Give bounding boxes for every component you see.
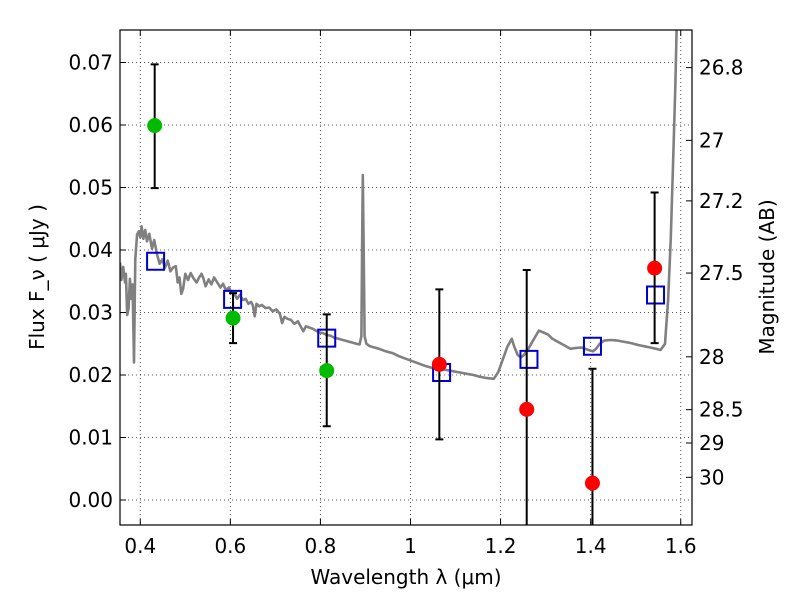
observed-flux-point — [519, 401, 535, 417]
x-tick-label: 0.8 — [305, 534, 337, 558]
model-photometry-square — [519, 349, 539, 369]
observed-flux-point — [225, 310, 241, 326]
y-tick-label: 0.01 — [68, 426, 113, 450]
y2-tick-label: 29 — [699, 431, 724, 455]
model-photometry-square — [582, 336, 602, 356]
plot-frame — [119, 29, 693, 526]
y2-tick-label: 28.5 — [699, 398, 744, 422]
y-tick-label: 0.02 — [68, 363, 113, 387]
x-tick-label: 1.4 — [575, 534, 607, 558]
series-filled-circle — [431, 191, 663, 525]
grid — [120, 30, 692, 525]
y-tick-label: 0.04 — [68, 238, 113, 262]
observed-flux-point — [584, 475, 600, 491]
y-tick-label: 0.06 — [68, 113, 113, 137]
x-tick-label: 0.4 — [124, 534, 156, 558]
observed-flux-point — [647, 260, 663, 276]
y2-tick-label: 26.8 — [699, 56, 744, 80]
y-tick-label: 0.03 — [68, 301, 113, 325]
y-tick-label: 0.05 — [68, 176, 113, 200]
x-tick-label: 1 — [404, 534, 417, 558]
observed-flux-point — [431, 356, 447, 372]
series-layer — [120, 30, 678, 525]
x-tick-label: 1.6 — [665, 534, 697, 558]
y2-tick-label: 28 — [699, 345, 724, 369]
x-tick-label: 0.6 — [214, 534, 246, 558]
y2-axis-title: Magnitude (AB) — [755, 199, 779, 354]
ticks: 0.4 0.6 0.8 1 1.2 1.4 1.6 0.00 0.01 0.02 0.03 0.04 0… — [68, 30, 744, 558]
model-spectrum-line — [120, 30, 678, 381]
y-tick-label: 0.07 — [68, 51, 113, 75]
y2-tick-label: 30 — [699, 465, 724, 489]
y2-tick-label: 27.5 — [699, 261, 744, 285]
series-filled-circle — [147, 63, 335, 428]
series-line — [120, 30, 678, 381]
series-open-square — [146, 251, 666, 382]
y2-tick-label: 27.2 — [699, 189, 744, 213]
model-photometry-square — [146, 251, 166, 271]
observed-flux-point — [147, 118, 163, 134]
y2-tick-label: 27 — [699, 128, 724, 152]
x-axis-title: Wavelength λ (μm) — [310, 565, 501, 589]
y-tick-label: 0.00 — [68, 488, 113, 512]
y-axis-title: Flux F_ν ( μJy ) — [25, 204, 49, 350]
x-tick-label: 1.2 — [485, 534, 517, 558]
observed-flux-point — [319, 363, 335, 379]
